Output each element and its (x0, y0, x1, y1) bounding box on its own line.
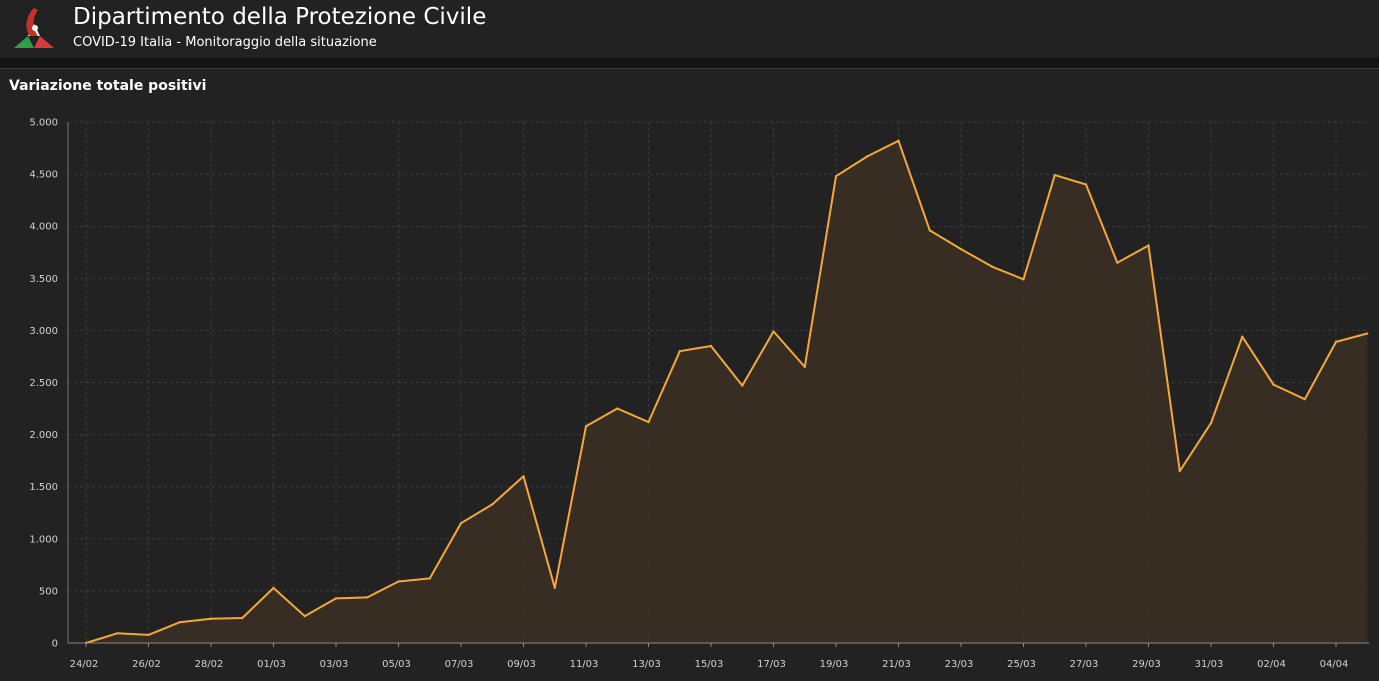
x-tick-label: 05/03 (382, 659, 411, 670)
data-point (1022, 278, 1025, 281)
data-point (959, 247, 963, 251)
data-point (209, 617, 213, 620)
data-point (553, 586, 556, 589)
app-header: Dipartimento della Protezione Civile COV… (0, 0, 1379, 59)
data-point (522, 475, 525, 478)
x-tick-label: 29/03 (1132, 659, 1161, 670)
data-point (928, 229, 931, 232)
data-point (866, 155, 869, 158)
chart-title: Variazione totale positivi (9, 78, 207, 94)
page-subtitle: COVID-19 Italia - Monitoraggio della sit… (73, 35, 377, 50)
y-tick-label: 2.500 (29, 378, 58, 389)
data-point (1147, 244, 1150, 247)
data-point (397, 580, 400, 583)
y-tick-label: 500 (39, 586, 58, 597)
y-tick-label: 3.000 (29, 326, 58, 337)
page-title: Dipartimento della Protezione Civile (73, 4, 487, 30)
header-divider (0, 59, 1379, 68)
data-point (1053, 173, 1056, 177)
data-point (709, 344, 713, 348)
data-point (147, 633, 150, 637)
data-point (272, 586, 275, 590)
data-point (1241, 335, 1244, 338)
data-point (991, 265, 994, 269)
area-layer (84, 139, 1369, 645)
data-point (1116, 261, 1119, 264)
y-tick-label: 0 (52, 639, 58, 650)
y-tick-label: 4.000 (29, 222, 58, 233)
data-point (897, 139, 900, 142)
data-point (1334, 340, 1338, 344)
x-tick-label: 03/03 (320, 659, 349, 670)
chart-panel: 0 500 1.000 1.500 2.000 2.500 3.000 3.500 4.000 4… (0, 68, 1379, 681)
x-tick-label: 27/03 (1070, 659, 1099, 670)
data-point (428, 577, 431, 580)
x-tick-label: 11/03 (570, 659, 599, 670)
data-point (459, 521, 463, 525)
y-tick-label: 3.500 (29, 274, 58, 285)
x-tick-label: 19/03 (820, 659, 849, 670)
data-point (741, 384, 744, 387)
x-tick-label: 24/02 (70, 659, 99, 670)
x-tick-label: 28/02 (195, 659, 224, 670)
x-tick-label: 21/03 (882, 659, 911, 670)
protezione-civile-logo-icon (14, 8, 54, 48)
x-tick-label: 17/03 (757, 659, 786, 670)
data-point (647, 420, 650, 424)
data-point (1366, 332, 1369, 335)
series-area (86, 140, 1368, 644)
y-tick-label: 2.000 (29, 430, 58, 441)
data-point (803, 365, 806, 369)
x-tick-label: 23/03 (945, 659, 974, 670)
data-point (1178, 469, 1181, 473)
data-point (116, 632, 119, 635)
x-tick-label: 07/03 (445, 659, 474, 670)
data-point (772, 330, 775, 333)
data-point (1209, 421, 1213, 425)
area-chart: 0 500 1.000 1.500 2.000 2.500 3.000 3.500 4.000 4… (29, 118, 1369, 670)
data-point (616, 407, 619, 410)
x-tick-label: 09/03 (507, 659, 536, 670)
y-tick-label: 5.000 (29, 118, 58, 129)
x-tick-label: 31/03 (1195, 659, 1224, 670)
x-tick-label: 02/04 (1257, 659, 1286, 670)
y-tick-label: 4.500 (29, 170, 58, 181)
data-point (1303, 397, 1306, 401)
y-tick-label: 1.500 (29, 482, 58, 493)
series-line (85, 139, 1368, 644)
x-tick-label: 01/03 (257, 659, 286, 670)
x-tick-label: 25/03 (1007, 659, 1036, 670)
data-point (241, 616, 244, 620)
data-point (334, 597, 338, 600)
data-point (303, 614, 306, 618)
x-tick-label: 26/02 (132, 659, 161, 670)
data-point (491, 503, 494, 506)
data-point (834, 174, 838, 178)
data-point (678, 350, 681, 353)
data-point (178, 620, 181, 624)
data-point (366, 596, 369, 599)
data-point (1084, 183, 1088, 186)
x-tick-label: 15/03 (695, 659, 724, 670)
data-point (1272, 383, 1275, 386)
x-tick-label: 13/03 (632, 659, 661, 670)
data-point (584, 425, 588, 428)
axis-layer: 0 500 1.000 1.500 2.000 2.500 3.000 3.500 4.000 4… (29, 118, 1369, 670)
y-tick-label: 1.000 (29, 534, 58, 545)
x-tick-label: 04/04 (1320, 659, 1349, 670)
